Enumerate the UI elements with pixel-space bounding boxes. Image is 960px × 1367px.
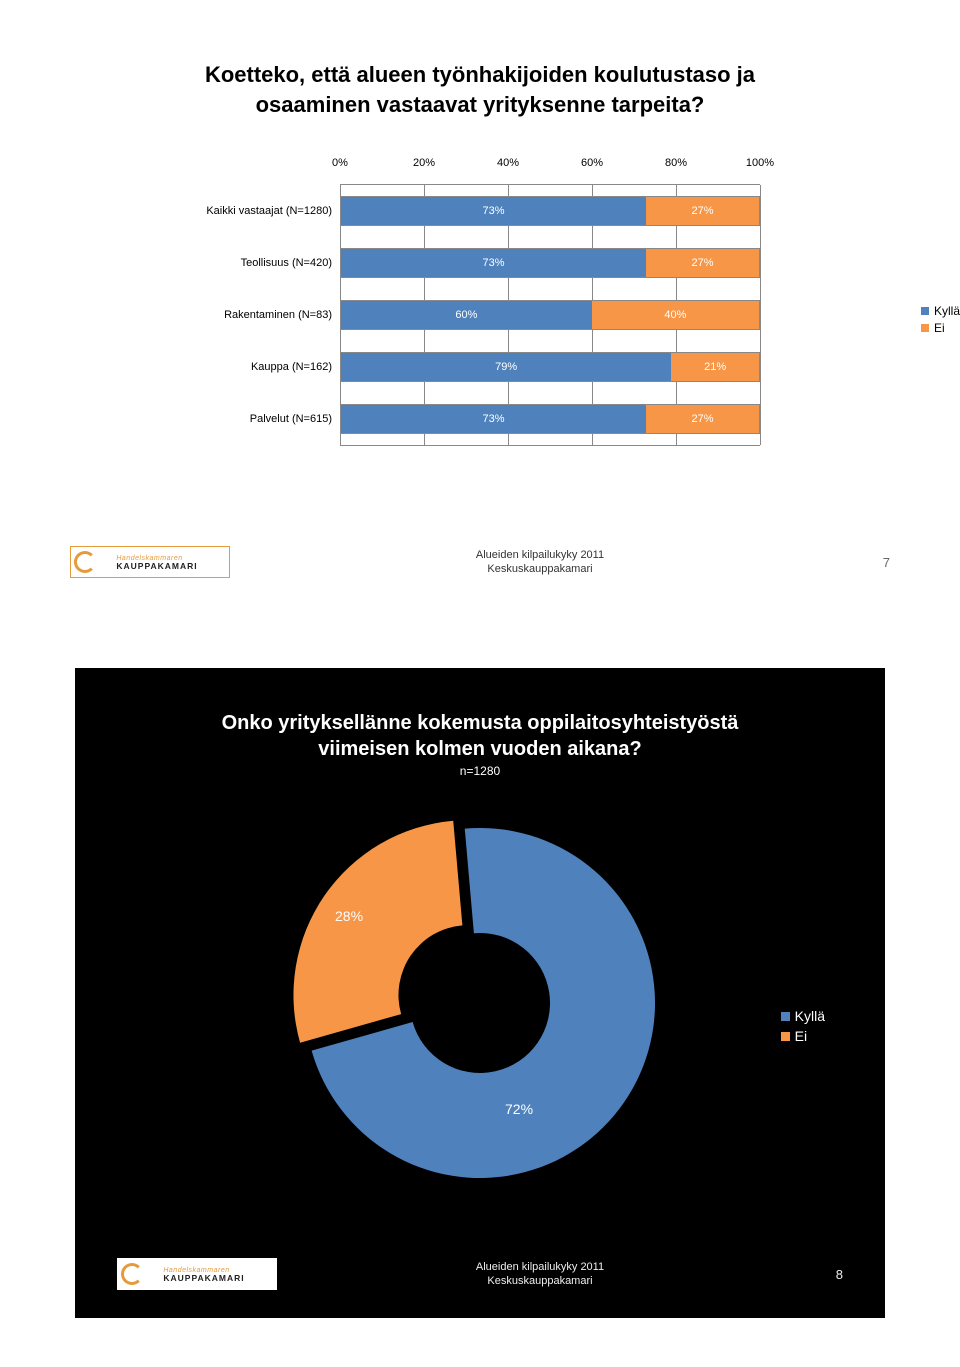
hbar-row-label: Kaikki vastaajat (N=1280): [170, 205, 340, 217]
hbar-seg-ei: 27%: [646, 249, 759, 277]
hbar-track: 73%27%: [340, 404, 760, 434]
hbar-axis: 0%20%40%60%80%100%: [340, 149, 760, 169]
slide2-title-line2: viimeisen kolmen vuoden aikana?: [318, 738, 641, 760]
hbar-plot: Kaikki vastaajat (N=1280)73%27%Teollisuu…: [340, 184, 760, 446]
legend-swatch: [921, 307, 929, 315]
hbar-track: 60%40%: [340, 300, 760, 330]
logo: Handelskammaren KAUPPAKAMARI: [70, 546, 230, 578]
donut-chart: 28% 72%: [275, 803, 685, 1208]
footer-center: Alueiden kilpailukyky 2011 Keskuskauppak…: [476, 548, 604, 577]
slide1-footer: Handelskammaren KAUPPAKAMARI Alueiden ki…: [70, 546, 890, 578]
logo: Handelskammaren KAUPPAKAMARI: [117, 1258, 277, 1290]
hbar-seg-kylla: 73%: [341, 405, 646, 433]
legend-swatch: [921, 324, 929, 332]
logo-text: Handelskammaren KAUPPAKAMARI: [163, 1267, 244, 1283]
donut-slice-ei: [293, 821, 462, 1043]
page-number: 8: [803, 1267, 843, 1282]
slide2-title: Onko yrityksellänne kokemusta oppilaitos…: [117, 710, 843, 762]
axis-tick: 40%: [497, 157, 519, 169]
slide1-title-line2: osaaminen vastaavat yrityksenne tarpeita…: [256, 92, 705, 117]
logo-line2: KAUPPAKAMARI: [116, 562, 197, 571]
slide-1: Koetteko, että alueen työnhakijoiden kou…: [0, 0, 960, 618]
hbar-seg-kylla: 73%: [341, 197, 646, 225]
hbar-track: 73%27%: [340, 196, 760, 226]
axis-tick: 60%: [581, 157, 603, 169]
hbar-seg-kylla: 60%: [341, 301, 592, 329]
logo-line2: KAUPPAKAMARI: [163, 1274, 244, 1283]
hbar-seg-ei: 27%: [646, 405, 759, 433]
footer-line2: Keskuskauppakamari: [487, 1275, 592, 1287]
hbar-track: 73%27%: [340, 248, 760, 278]
legend-item: Kyllä: [781, 1008, 825, 1024]
hbar-seg-ei: 21%: [671, 353, 759, 381]
slide2-title-line1: Onko yrityksellänne kokemusta oppilaitos…: [222, 712, 739, 734]
footer-line1: Alueiden kilpailukyky 2011: [476, 1261, 604, 1273]
legend-item: Ei: [781, 1028, 825, 1044]
hbar-row: Kaikki vastaajat (N=1280)73%27%: [170, 185, 760, 237]
hbar-row: Palvelut (N=615)73%27%: [170, 393, 760, 445]
donut-svg: [275, 803, 685, 1203]
grid-line: [760, 185, 761, 445]
slide2-subtitle: n=1280: [117, 764, 843, 778]
logo-text: Handelskammaren KAUPPAKAMARI: [116, 555, 197, 571]
donut-label-ei: 28%: [335, 908, 363, 924]
hbar-row-label: Rakentaminen (N=83): [170, 309, 340, 321]
page-number: 7: [850, 555, 890, 570]
axis-tick: 100%: [746, 157, 774, 169]
slide1-title: Koetteko, että alueen työnhakijoiden kou…: [120, 60, 840, 119]
slide1-legend: Kyllä Ei: [921, 304, 960, 338]
slide2-footer: Handelskammaren KAUPPAKAMARI Alueiden ki…: [117, 1258, 843, 1290]
slide-2: Onko yrityksellänne kokemusta oppilaitos…: [75, 668, 885, 1318]
logo-c-icon: [74, 551, 96, 573]
hbar-seg-ei: 27%: [646, 197, 759, 225]
hbar-seg-ei: 40%: [592, 301, 759, 329]
hbar-seg-kylla: 73%: [341, 249, 646, 277]
legend-label: Ei: [795, 1028, 807, 1044]
hbar-row: Kauppa (N=162)79%21%: [170, 341, 760, 393]
slide2-legend: Kyllä Ei: [781, 1008, 825, 1048]
hbar-seg-kylla: 79%: [341, 353, 671, 381]
hbar-rows: Kaikki vastaajat (N=1280)73%27%Teollisuu…: [340, 185, 760, 445]
hbar-row: Rakentaminen (N=83)60%40%: [170, 289, 760, 341]
legend-swatch: [781, 1032, 790, 1041]
logo-c-icon: [121, 1263, 143, 1285]
hbar-row-label: Teollisuus (N=420): [170, 257, 340, 269]
legend-label: Kyllä: [795, 1008, 825, 1024]
axis-tick: 0%: [332, 157, 348, 169]
axis-tick: 20%: [413, 157, 435, 169]
legend-label: Kyllä: [934, 304, 960, 318]
legend-swatch: [781, 1012, 790, 1021]
legend-item: Kyllä: [921, 304, 960, 318]
legend-label: Ei: [934, 321, 945, 335]
slide1-title-line1: Koetteko, että alueen työnhakijoiden kou…: [205, 62, 755, 87]
footer-line1: Alueiden kilpailukyky 2011: [476, 549, 604, 561]
hbar-row-label: Palvelut (N=615): [170, 413, 340, 425]
hbar-track: 79%21%: [340, 352, 760, 382]
hbar-chart: 0%20%40%60%80%100% Kaikki vastaajat (N=1…: [170, 149, 790, 446]
hbar-row-label: Kauppa (N=162): [170, 361, 340, 373]
footer-center: Alueiden kilpailukyky 2011 Keskuskauppak…: [476, 1260, 604, 1289]
hbar-row: Teollisuus (N=420)73%27%: [170, 237, 760, 289]
donut-label-kylla: 72%: [505, 1101, 533, 1117]
axis-tick: 80%: [665, 157, 687, 169]
footer-line2: Keskuskauppakamari: [487, 563, 592, 575]
legend-item: Ei: [921, 321, 960, 335]
